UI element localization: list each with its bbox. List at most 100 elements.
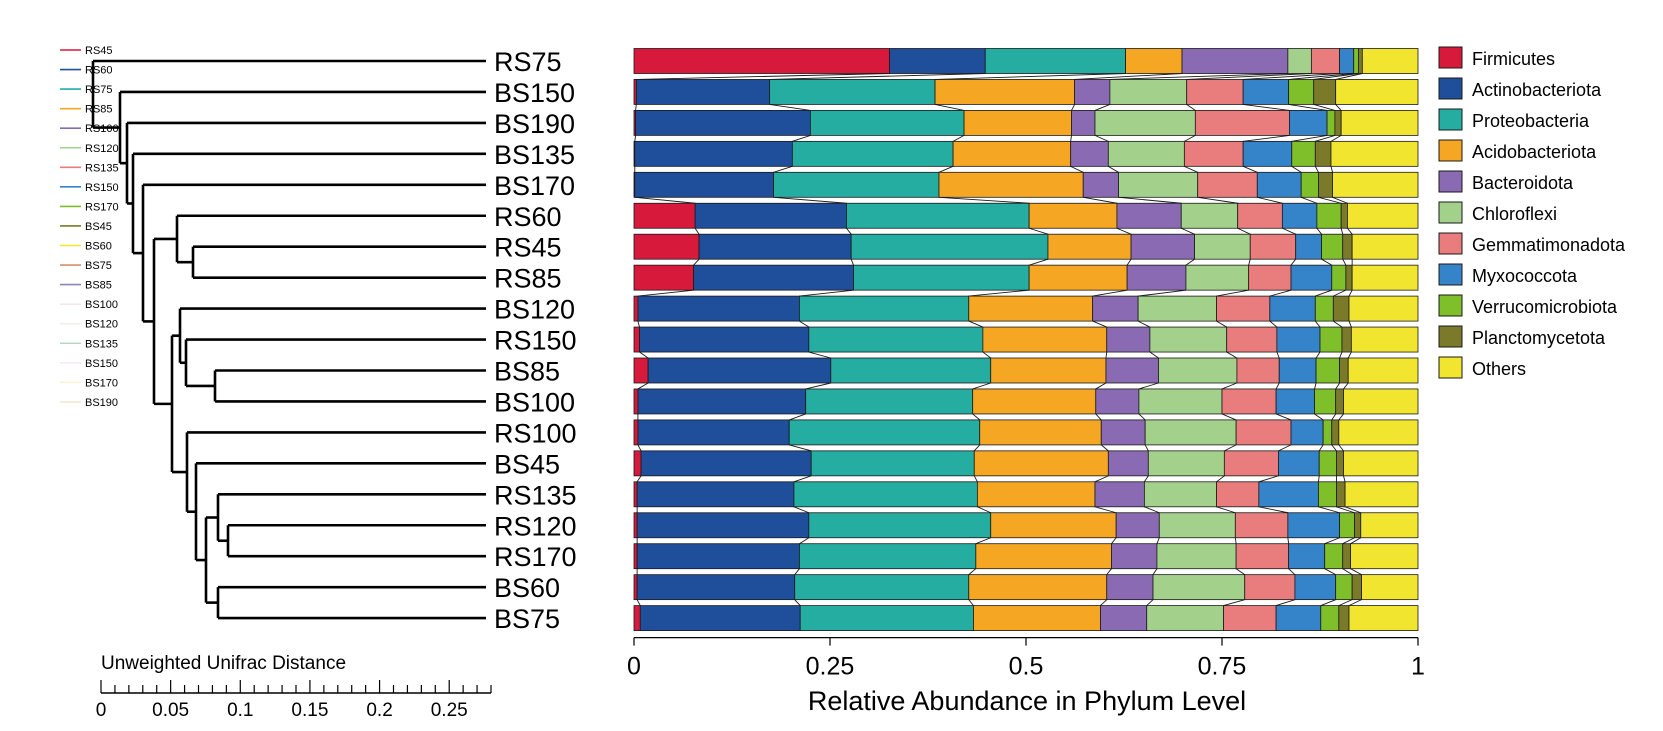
bar-connector xyxy=(808,351,831,359)
bar-segment xyxy=(1275,605,1322,631)
bar-connector xyxy=(1149,351,1159,359)
bar-segment xyxy=(853,264,1030,291)
bar-connector xyxy=(636,73,890,80)
bar-connector xyxy=(1092,289,1128,297)
bar-connector xyxy=(792,134,811,142)
bar-segment xyxy=(1331,264,1347,291)
bar-segment xyxy=(633,264,694,291)
bar-connector xyxy=(1338,599,1353,607)
bar-segment xyxy=(1339,357,1349,384)
bar-segment xyxy=(1249,233,1297,260)
bar-connector xyxy=(1224,444,1237,452)
bar-connector xyxy=(1095,382,1107,390)
sample-label: BS60 xyxy=(494,573,560,603)
bar-connector xyxy=(1092,320,1107,328)
bar-segment xyxy=(637,419,790,446)
bar-segment xyxy=(1137,295,1217,322)
bar-connector xyxy=(1216,475,1225,483)
bar-connector xyxy=(1324,537,1340,545)
bar-connector xyxy=(1318,506,1340,514)
bar-connector xyxy=(1126,258,1132,266)
bar-connector xyxy=(1290,258,1297,266)
bar-connector xyxy=(789,413,806,421)
bar-segment xyxy=(1316,202,1342,229)
dendrogram-legend-label: RS75 xyxy=(85,84,113,96)
bar-segment xyxy=(1289,110,1328,136)
bar-connector xyxy=(637,382,649,390)
bar-segment xyxy=(1269,295,1316,322)
bar-connector xyxy=(1243,134,1290,142)
sample-label: RS135 xyxy=(494,480,577,510)
bar-connector xyxy=(773,165,793,173)
bar-segment xyxy=(1281,202,1318,229)
bar-connector xyxy=(972,413,981,421)
bar-segment xyxy=(1116,202,1182,229)
bar-connector xyxy=(1243,73,1340,80)
dendrogram-legend-label: BS190 xyxy=(85,397,118,409)
bar-segment xyxy=(693,264,854,291)
bar-segment xyxy=(1354,512,1362,539)
legend-label: Others xyxy=(1472,359,1526,379)
bar-connector xyxy=(1221,413,1237,421)
bar-connector xyxy=(1269,320,1278,328)
stacked-bars xyxy=(633,48,1419,631)
scale-bar-label: 0.15 xyxy=(291,700,328,721)
bar-segment xyxy=(952,140,1072,167)
bar-segment xyxy=(1070,140,1109,167)
x-axis-title: Relative Abundance in Phylum Level xyxy=(808,686,1246,716)
x-tick-label: 0.5 xyxy=(1009,653,1044,681)
bar-connector xyxy=(1313,73,1359,80)
bar-connector xyxy=(1186,73,1312,80)
bar-connector xyxy=(1350,537,1361,545)
bar-connector xyxy=(1186,104,1196,111)
bar-connector xyxy=(1332,196,1348,204)
bar-connector xyxy=(1221,382,1238,390)
x-tick-label: 0.75 xyxy=(1198,653,1247,681)
bar-segment xyxy=(1340,202,1348,229)
bar-segment xyxy=(1234,512,1289,539)
bar-connector xyxy=(1275,599,1296,607)
legend-label: Planctomycetota xyxy=(1472,328,1606,348)
bar-segment xyxy=(1109,79,1188,105)
bar-connector xyxy=(639,351,649,359)
legend-swatch xyxy=(1438,46,1463,69)
sample-label: RS100 xyxy=(494,418,577,448)
legend-swatch xyxy=(1438,232,1463,255)
bar-segment xyxy=(1242,140,1293,167)
dendrogram-legend-label: RS120 xyxy=(85,143,119,155)
bar-segment xyxy=(1223,605,1277,631)
bar-segment xyxy=(1358,48,1363,74)
legend-swatch xyxy=(1438,294,1463,317)
bar-segment xyxy=(1071,110,1096,136)
dendrogram-legend-label: RS100 xyxy=(85,123,119,135)
bar-segment xyxy=(799,605,974,631)
bar-connector xyxy=(634,196,696,204)
bar-connector xyxy=(1276,351,1280,359)
bar-segment xyxy=(1322,419,1333,446)
sample-labels: RS75BS150BS190BS135BS170RS60RS45RS85BS12… xyxy=(494,47,577,634)
bar-connector xyxy=(1288,104,1328,111)
bar-segment xyxy=(1226,326,1278,353)
bar-segment xyxy=(1115,512,1160,539)
legend-swatch xyxy=(1438,108,1463,131)
sample-label: RS85 xyxy=(494,264,562,294)
bar-segment xyxy=(1287,512,1340,539)
bar-segment xyxy=(1361,574,1419,601)
bar-segment xyxy=(1107,140,1185,167)
dendrogram-title: Unweighted Unifrac Distance xyxy=(101,653,346,674)
bar-connector xyxy=(1094,104,1111,111)
bar-connector xyxy=(1100,444,1109,452)
bar-segment xyxy=(633,450,642,477)
bar-segment xyxy=(769,79,936,105)
bar-segment xyxy=(1074,79,1111,105)
bar-segment xyxy=(799,295,970,322)
bar-connector xyxy=(1029,258,1049,266)
bar-segment xyxy=(1111,543,1158,570)
bar-connector xyxy=(1216,320,1227,328)
bar-segment xyxy=(1100,605,1148,631)
bar-connector xyxy=(1315,134,1336,142)
bar-segment xyxy=(634,171,774,198)
bar-segment xyxy=(1180,202,1239,229)
bar-connector xyxy=(794,599,801,606)
bar-segment xyxy=(1194,233,1251,260)
